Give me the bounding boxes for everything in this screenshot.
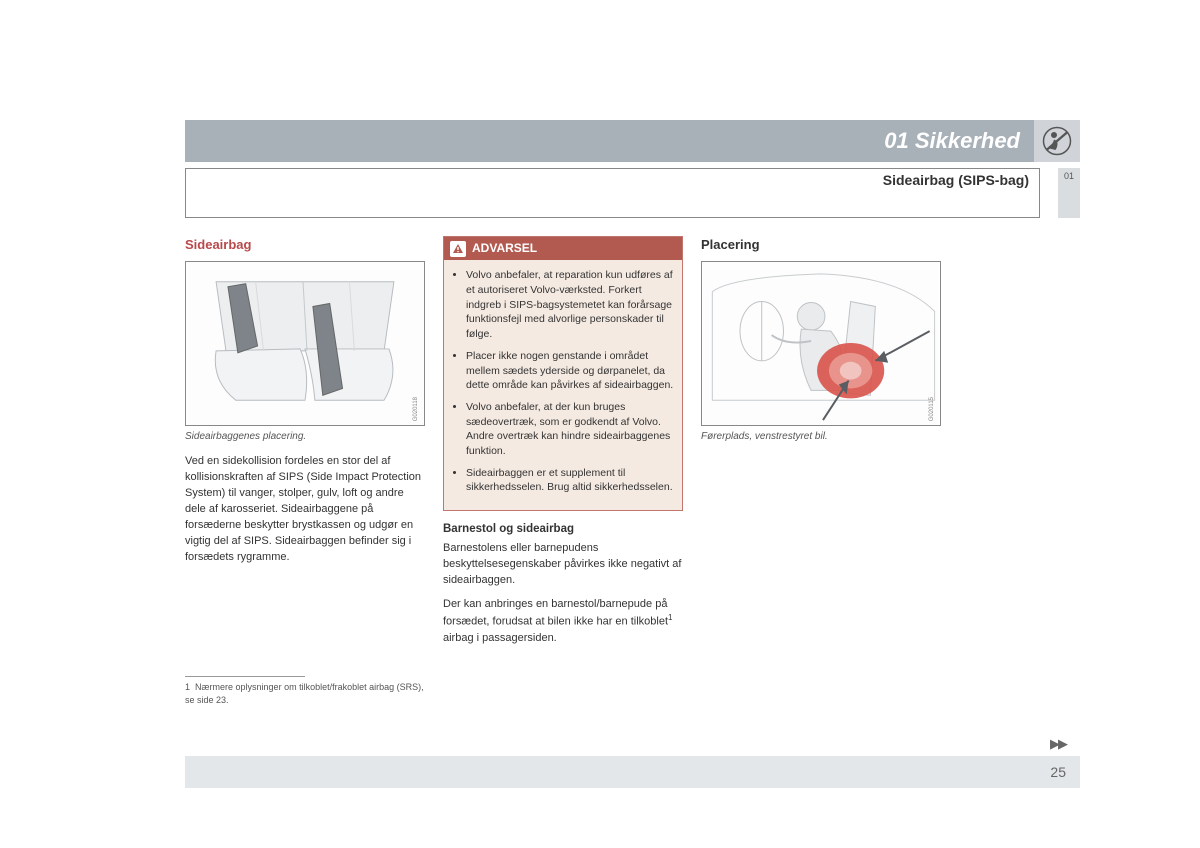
warning-item: Placer ikke nogen genstande i området me…: [466, 349, 674, 393]
warning-item: Volvo anbefaler, at reparation kun udfør…: [466, 268, 674, 341]
chapter-icon: [1034, 120, 1080, 162]
seatbelt-icon: [1042, 126, 1072, 156]
warning-list: Volvo anbefaler, at reparation kun udfør…: [450, 268, 674, 495]
column-2: ADVARSEL Volvo anbefaler, at reparation …: [443, 236, 683, 707]
warning-title: ADVARSEL: [472, 240, 537, 257]
figure1-caption: Sideairbaggenes placering.: [185, 430, 425, 445]
footnote-text: Nærmere oplysninger om tilkoblet/frakobl…: [185, 682, 424, 705]
page-content: 01 Sikkerhed Sideairbag (SIPS-bag) 01 Si…: [185, 120, 1080, 707]
footnote: 1 Nærmere oplysninger om tilkoblet/frako…: [185, 681, 425, 707]
col2-p1: Barnestolens eller barnepudens beskyttel…: [443, 541, 683, 589]
section-title: Sideairbag (SIPS-bag): [185, 168, 1040, 218]
side-tab: 01: [1058, 168, 1080, 218]
chapter-header: 01 Sikkerhed: [185, 120, 1080, 162]
warning-item: Volvo anbefaler, at der kun bruges sædeo…: [466, 400, 674, 459]
figure-seat-airbag: G020118: [185, 261, 425, 426]
col2-p2-pre: Der kan anbringes en barnestol/barnepude…: [443, 598, 668, 629]
warning-box: ADVARSEL Volvo anbefaler, at reparation …: [443, 236, 683, 511]
col2-p2-post: airbag i passagersiden.: [443, 632, 557, 644]
warning-header: ADVARSEL: [444, 237, 682, 260]
col2-p2: Der kan anbringes en barnestol/barnepude…: [443, 597, 683, 647]
section-header-row: Sideairbag (SIPS-bag) 01: [185, 168, 1080, 218]
col2-heading: Barnestol og sideairbag: [443, 521, 683, 538]
footnote-rule: [185, 676, 305, 677]
figure2-caption: Førerplads, venstrestyret bil.: [701, 430, 941, 445]
col3-heading: Placering: [701, 236, 941, 255]
figure-placement: G020115: [701, 261, 941, 426]
footnote-marker: 1: [185, 682, 190, 692]
figure1-code: G020118: [412, 397, 421, 421]
footer-bar: 25: [185, 756, 1080, 788]
continue-arrows: ▶▶: [185, 736, 1080, 752]
content-columns: Sideairbag G020118: [185, 236, 1080, 707]
page-number: 25: [1050, 764, 1066, 780]
column-3: Placering: [701, 236, 941, 707]
col1-body: Ved en sidekollision fordeles en stor de…: [185, 454, 425, 566]
column-1: Sideairbag G020118: [185, 236, 425, 707]
chapter-title: 01 Sikkerhed: [185, 120, 1034, 162]
warning-item: Sideairbaggen er et supplement til sikke…: [466, 466, 674, 495]
col1-heading: Sideairbag: [185, 236, 425, 255]
figure2-code: G020115: [928, 397, 937, 421]
footnote-ref: 1: [668, 613, 672, 622]
warning-icon: [450, 241, 466, 257]
warning-body: Volvo anbefaler, at reparation kun udfør…: [444, 260, 682, 510]
